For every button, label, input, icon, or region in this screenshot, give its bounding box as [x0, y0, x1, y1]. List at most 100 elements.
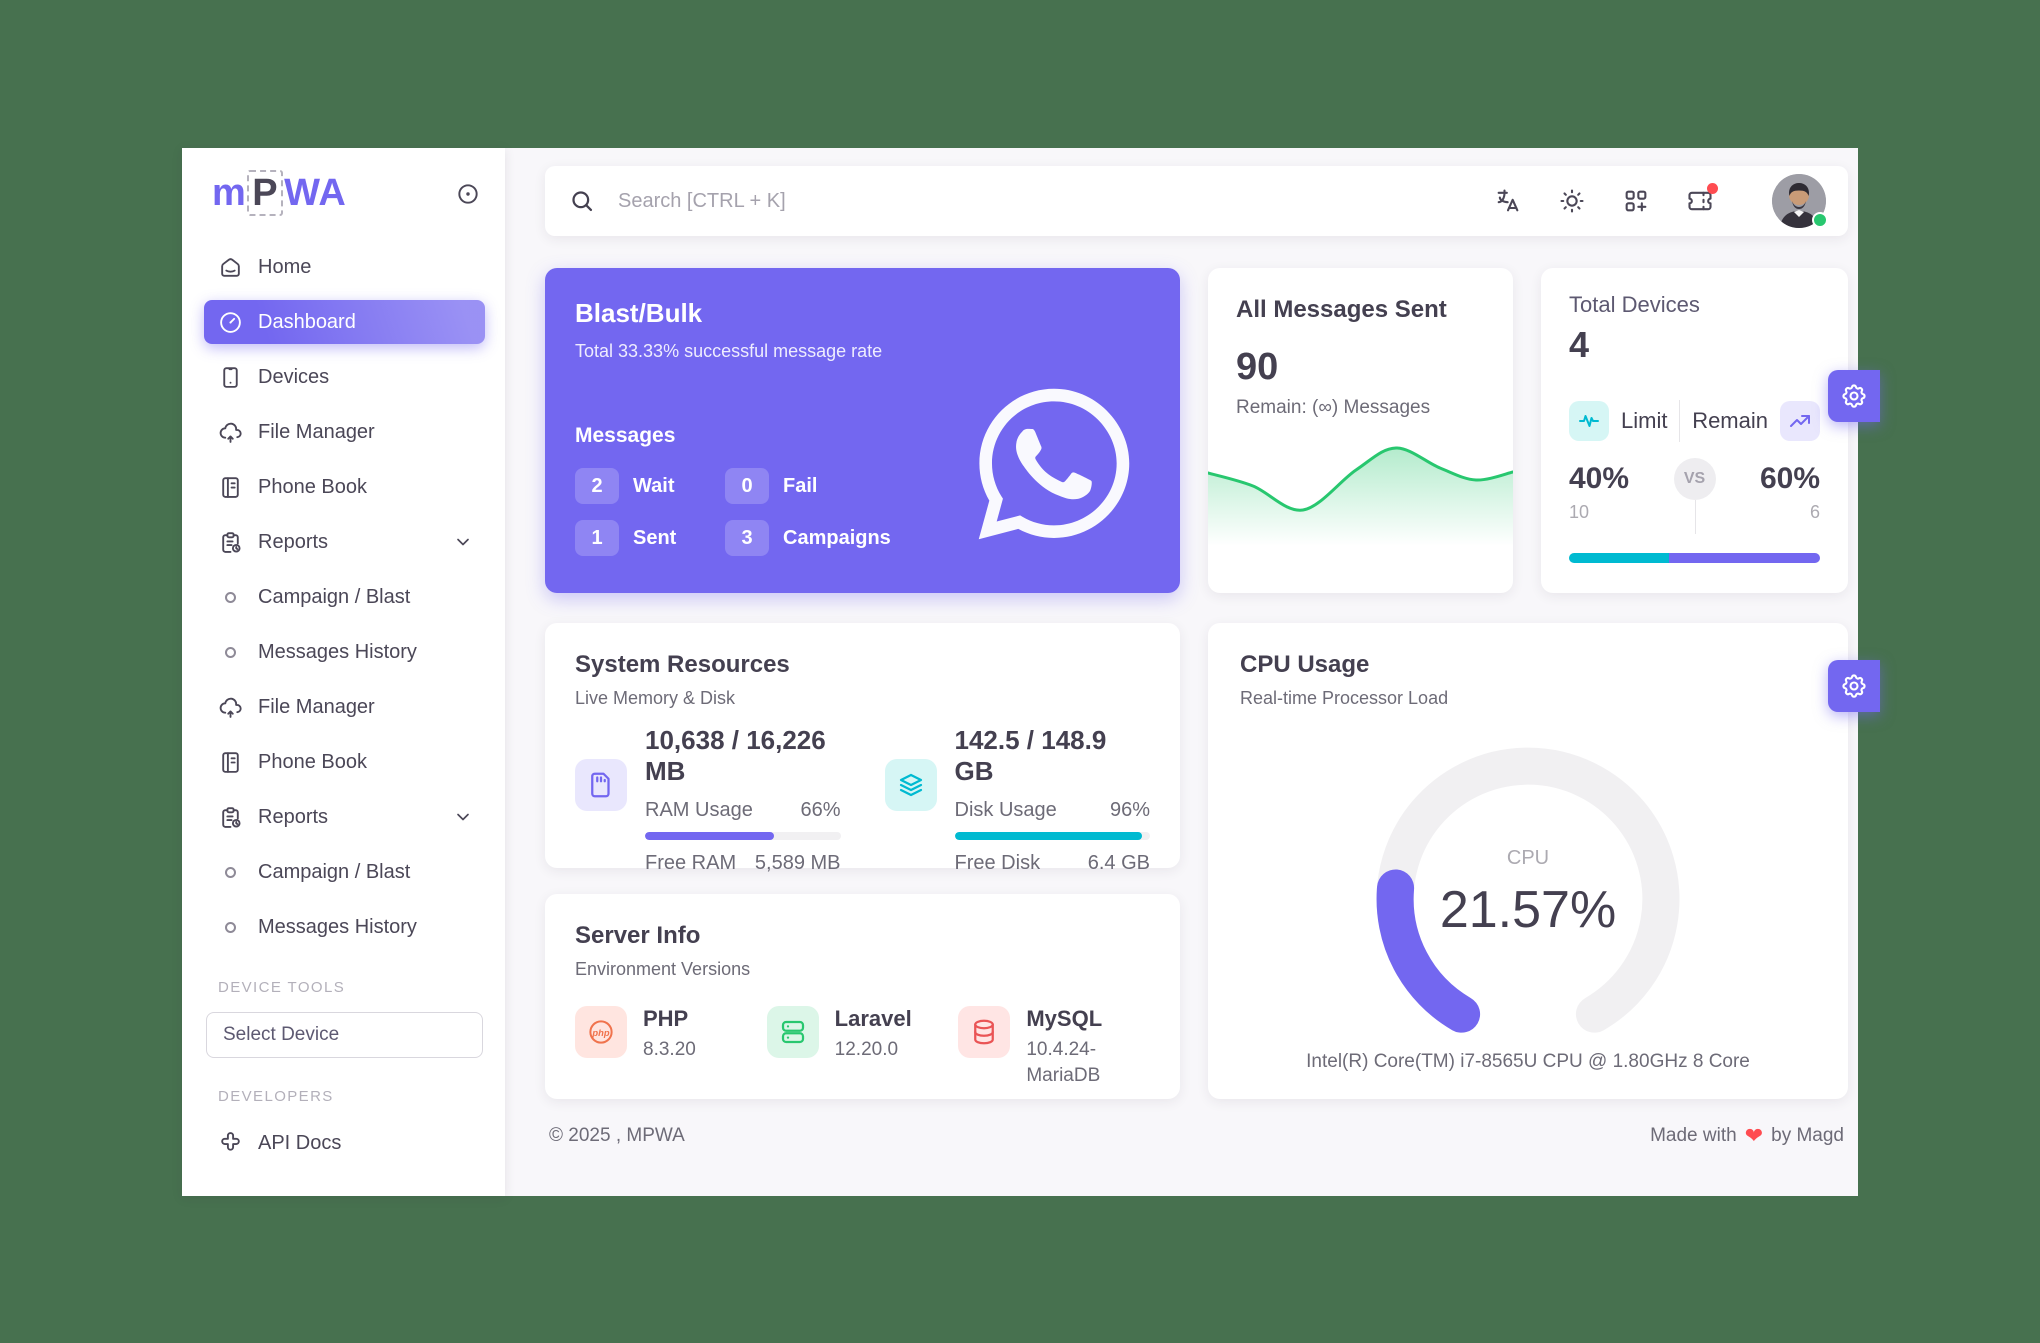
blast-stats: 2 Wait 0 Fail 1 Sent 3 Campaigns: [575, 468, 1150, 556]
blast-title: Blast/Bulk: [575, 298, 703, 328]
remain-label: Remain: [1692, 408, 1768, 433]
stat-label: Campaigns: [783, 526, 891, 549]
whatsapp-icon: [978, 388, 1130, 540]
limit-bar-segment: [1569, 553, 1670, 563]
phone-book-icon: [222, 476, 239, 498]
sidebar-item-messages-history-2[interactable]: Messages History: [204, 905, 485, 949]
search-input[interactable]: [618, 189, 1038, 213]
stat-value: 0: [725, 468, 769, 504]
stat-sent: 1 Sent: [575, 520, 725, 556]
sidebar-item-campaign-blast-2[interactable]: Campaign / Blast: [204, 850, 485, 894]
sidebar-item-messages-history[interactable]: Messages History: [204, 630, 485, 674]
app-window: m P WA Home Dashboard Devices File Manager: [182, 148, 1880, 1196]
mysql-icon: [958, 1006, 1011, 1058]
light-mode-icon[interactable]: [1558, 187, 1586, 215]
shortcuts-grid-icon[interactable]: [1622, 187, 1650, 215]
remain-percent: 60%: [1759, 462, 1820, 495]
limit-count: 10: [1569, 502, 1590, 522]
sidebar-item-devices[interactable]: Devices: [204, 355, 485, 399]
sidebar-item-label: Messages History: [258, 640, 417, 663]
sidebar-item-dashboard[interactable]: Dashboard: [204, 300, 485, 344]
php-name: PHP: [643, 1006, 689, 1031]
sidebar-item-label: Dashboard: [258, 310, 356, 333]
cpu-gauge-chart: CPU 21.57%: [1358, 729, 1698, 1049]
sidebar-item-phone-book-2[interactable]: Phone Book: [204, 740, 485, 784]
sidebar-item-reports[interactable]: Reports: [204, 520, 485, 564]
notification-dot: [1707, 183, 1718, 194]
dashboard-icon: [220, 311, 241, 333]
bullet-icon: [225, 866, 236, 878]
footer: © 2025 , MPWA Made with ❤ by Magd: [545, 1099, 1848, 1147]
devices-ratio-bar: [1569, 553, 1820, 563]
api-docs-icon: [221, 1131, 240, 1151]
stat-fail: 0 Fail: [725, 468, 945, 504]
mysql-name: MySQL: [1026, 1006, 1103, 1031]
laravel-name: Laravel: [834, 1006, 912, 1031]
limit-icon: [1569, 401, 1609, 441]
device-mobile-icon: [223, 366, 238, 388]
cloud-upload-icon: [219, 422, 242, 443]
disk-progress-fill: [954, 832, 1143, 840]
gear-icon: [1842, 384, 1866, 408]
logo-part-wa: WA: [284, 172, 347, 214]
customizer-settings-button[interactable]: [1828, 370, 1880, 422]
php-version: 8.3.20: [643, 1039, 696, 1060]
sidebar-item-file-manager[interactable]: File Manager: [204, 410, 485, 454]
devices-title: Total Devices: [1569, 292, 1700, 317]
php-icon: php: [575, 1006, 627, 1058]
laravel-version-item: Laravel 12.20.0: [766, 1006, 959, 1088]
search-icon: [572, 190, 593, 211]
sidebar-item-label: Reports: [258, 805, 329, 828]
stat-campaigns: 3 Campaigns: [725, 520, 945, 556]
server-subtitle: Environment Versions: [575, 959, 751, 979]
ram-usage-label: RAM Usage: [645, 799, 753, 821]
customizer-settings-button-2[interactable]: [1828, 660, 1880, 712]
sidebar-item-label: Campaign / Blast: [258, 860, 411, 883]
app-logo[interactable]: m P WA: [212, 170, 347, 216]
divider: [1694, 500, 1696, 534]
sidebar-item-reports-2[interactable]: Reports: [204, 795, 485, 839]
ram-icon: [575, 759, 627, 811]
cpu-gauge-value: 21.57%: [1439, 881, 1617, 939]
notifications-ticket-icon[interactable]: [1686, 183, 1718, 215]
sidebar-item-label: API Docs: [258, 1131, 342, 1154]
stat-value: 1: [575, 520, 619, 556]
sidebar-menu: Home Dashboard Devices File Manager Phon…: [204, 245, 485, 949]
phone-book-icon: [222, 751, 239, 773]
report-icon: [222, 806, 241, 828]
chevron-down-icon: [457, 538, 469, 546]
select-device-dropdown[interactable]: Select Device: [206, 1012, 483, 1058]
remain-trend-icon: [1780, 401, 1820, 441]
disk-resource: 142.5 / 148.9 GB Disk Usage 96% Free Disk…: [884, 725, 1150, 875]
language-icon[interactable]: [1494, 187, 1522, 215]
section-developers: DEVELOPERS: [218, 1088, 334, 1105]
svg-text:php: php: [591, 1028, 609, 1038]
limit-percent: 40%: [1569, 462, 1630, 495]
disk-icon: [884, 759, 937, 811]
online-status-dot: [1812, 212, 1828, 228]
author-text: by Magd: [1771, 1125, 1844, 1146]
sidebar-item-phone-book[interactable]: Phone Book: [204, 465, 485, 509]
messages-remain: Remain: (∞) Messages: [1236, 397, 1431, 418]
heart-icon: ❤: [1744, 1123, 1764, 1148]
cpu-model-text: Intel(R) Core(TM) i7-8565U CPU @ 1.80GHz…: [1306, 1051, 1750, 1072]
cpu-gauge-label: CPU: [1506, 847, 1550, 869]
cpu-usage-card: CPU Usage Real-time Processor Load CPU 2…: [1208, 623, 1848, 1099]
sidebar-item-home[interactable]: Home: [204, 245, 485, 289]
php-version-item: php PHP 8.3.20: [575, 1006, 767, 1088]
sidebar-pin-toggle-icon[interactable]: [455, 181, 481, 207]
copyright-text: © 2025 , MPWA: [549, 1125, 685, 1146]
ram-progress-fill: [645, 832, 775, 840]
main-content: Blast/Bulk Total 33.33% successful messa…: [505, 148, 1858, 1196]
sidebar-item-label: Reports: [258, 530, 329, 553]
sidebar-item-file-manager-2[interactable]: File Manager: [204, 685, 485, 729]
chevron-down-icon: [457, 813, 469, 821]
messages-count: 90: [1236, 346, 1279, 388]
disk-progress-bar: [954, 832, 1150, 840]
search-bar[interactable]: [569, 188, 1494, 215]
sidebar-item-campaign-blast[interactable]: Campaign / Blast: [204, 575, 485, 619]
sidebar-item-label: File Manager: [258, 695, 375, 718]
sidebar-item-api-docs[interactable]: API Docs: [204, 1121, 485, 1165]
ram-free-label: Free RAM: [645, 852, 737, 874]
user-avatar[interactable]: [1772, 174, 1828, 228]
